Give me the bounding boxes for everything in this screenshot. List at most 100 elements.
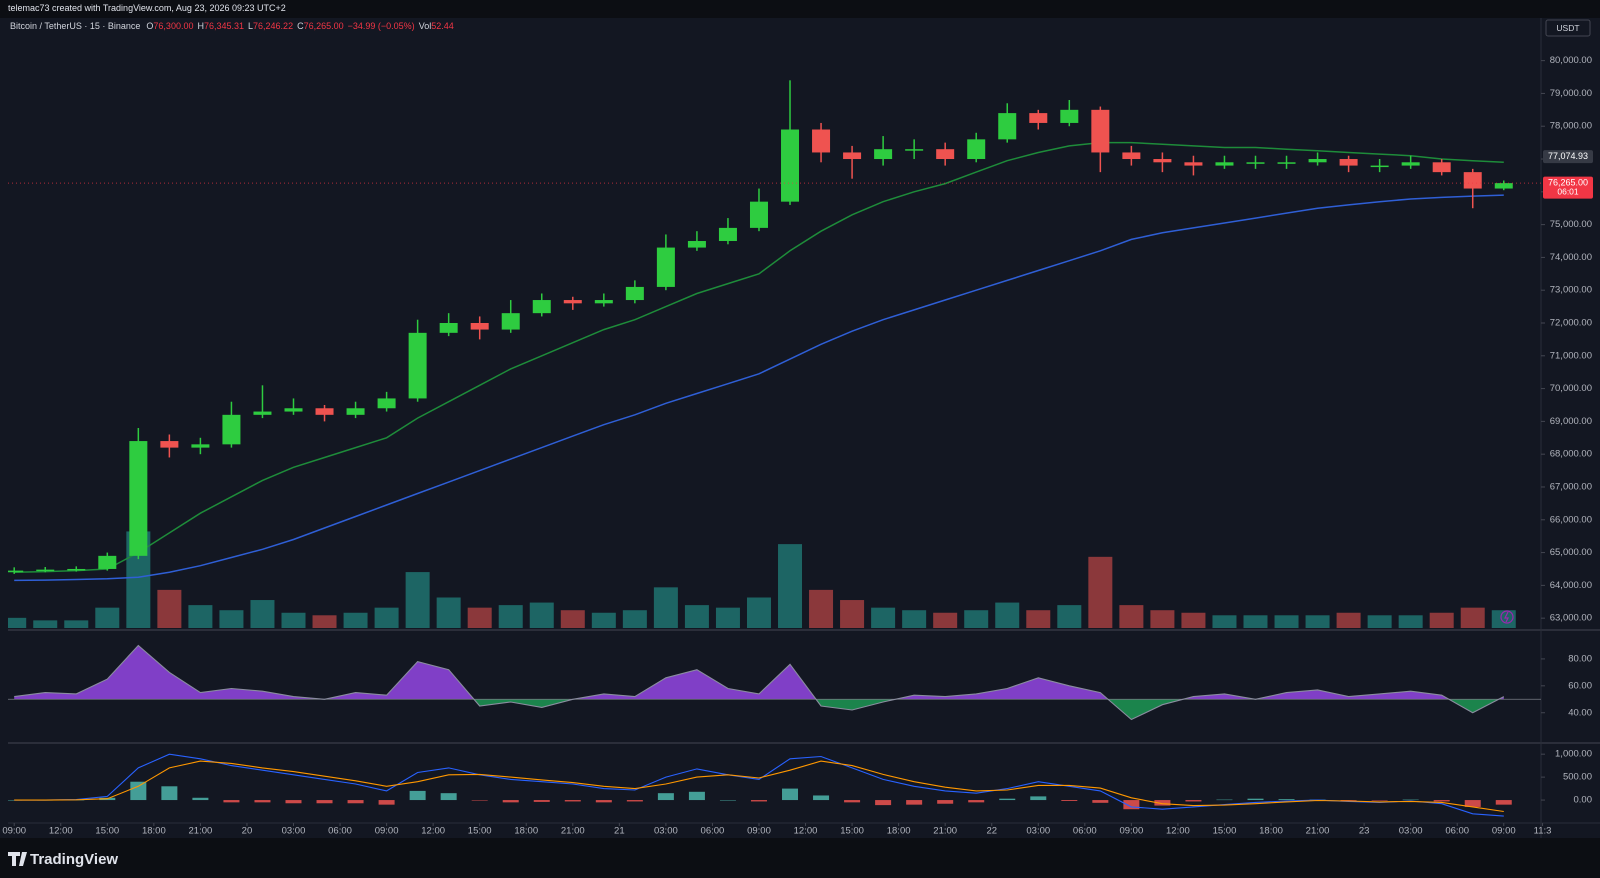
volume-bar [33, 620, 58, 628]
y-tick-label: 64,000.00 [1550, 580, 1592, 591]
volume-bar [902, 610, 927, 628]
candle-body [625, 286, 644, 301]
y-tick-label: 79,000.00 [1550, 88, 1592, 99]
histogram-bar [1371, 800, 1388, 801]
x-tick-label: 21 [614, 826, 625, 837]
x-tick-label: 21:00 [933, 826, 957, 837]
volume-key: Vol [418, 21, 432, 31]
histogram-bar [285, 800, 302, 804]
histogram-bar [999, 798, 1016, 801]
histogram-bar [595, 800, 612, 803]
x-tick-label: 06:00 [1073, 826, 1097, 837]
volume-bar [312, 615, 337, 628]
macd-pane [8, 753, 1512, 817]
volume-bar [250, 600, 275, 628]
volume-bar [840, 600, 865, 628]
candle-body [1432, 162, 1451, 173]
candle-body [98, 555, 117, 569]
histogram-bar [750, 800, 767, 802]
x-tick-label: 21:00 [189, 826, 213, 837]
y-tick-label: 70,000.00 [1550, 383, 1592, 394]
x-tick-label: 09:00 [1492, 826, 1516, 837]
credit: telemac73 created with TradingView.com, … [8, 3, 286, 13]
oscillator-line [14, 644, 1505, 721]
histogram-bar [223, 800, 240, 803]
x-tick-label: 09:00 [375, 826, 399, 837]
histogram-bar [130, 781, 147, 801]
histogram-bar [844, 800, 861, 803]
x-tick-label: 06:00 [701, 826, 725, 837]
header-bar [0, 0, 1600, 18]
logo: TradingView [30, 851, 119, 868]
volume-bar [281, 612, 306, 628]
price-label: 77,074.93 [1548, 151, 1588, 161]
candle-body [594, 300, 613, 304]
volume-value: 52.44 [431, 21, 454, 31]
volume-bar [809, 589, 834, 628]
candle-body [67, 568, 86, 571]
oscillator-pane [8, 644, 1541, 721]
change: −34.99 (−0.05%) [347, 21, 415, 31]
y-tick-label: 73,000.00 [1550, 285, 1592, 296]
alert-icon[interactable] [1500, 610, 1514, 624]
x-tick-label: 12:00 [49, 826, 73, 837]
candle-body [8, 570, 24, 573]
candle-body [253, 411, 272, 415]
histogram-bar [1402, 799, 1419, 801]
volume-bar [64, 620, 89, 628]
x-tick-label: 06:00 [1445, 826, 1469, 837]
candle-body [408, 332, 427, 399]
histogram-bar [968, 800, 985, 803]
area-above [14, 645, 1504, 700]
histogram-bar [533, 800, 550, 802]
candle-body [967, 139, 986, 160]
x-tick-label: 18:00 [887, 826, 911, 837]
histogram-bar [782, 788, 799, 801]
histogram-bar [378, 800, 395, 805]
volume-bar [1336, 612, 1361, 628]
volume-bar [778, 544, 803, 628]
candle-body [843, 152, 862, 160]
y-tick-label: 65,000.00 [1550, 547, 1592, 558]
volume-bar [529, 602, 554, 628]
x-tick-label: 03:00 [282, 826, 306, 837]
candle-body [656, 247, 675, 287]
x-tick-label: 09:00 [1119, 826, 1143, 837]
candle-body [1246, 162, 1265, 164]
volume-bar [1274, 615, 1299, 628]
candle-body [1401, 162, 1420, 166]
y-tick-label: 40.00 [1568, 707, 1592, 718]
candle-body [284, 408, 303, 412]
candle-body [315, 408, 334, 415]
x-tick-label: 21:00 [561, 826, 585, 837]
histogram-bar [813, 795, 830, 801]
candle-body [687, 241, 706, 248]
x-tick-label: 09:00 [2, 826, 26, 837]
volume-bar [964, 610, 989, 628]
histogram-bar [161, 786, 178, 801]
candle-body [718, 227, 737, 242]
x-tick-label: 15:00 [95, 826, 119, 837]
ohlc-key: L [248, 21, 254, 31]
x-tick-label: 03:00 [654, 826, 678, 837]
price-label-box [1543, 150, 1593, 164]
x-tick-label: 15:00 [840, 826, 864, 837]
volume-bar [1243, 615, 1268, 628]
volume-bar [871, 607, 896, 628]
y-tick-label: 80,000.00 [1550, 55, 1592, 66]
histogram-bar [1247, 798, 1264, 801]
price-label: 76,265.00 [1548, 178, 1588, 188]
candle-body [1153, 159, 1172, 163]
ohlc-key: O [146, 21, 154, 31]
volume-bar [188, 605, 213, 628]
y-tick-label: 69,000.00 [1550, 416, 1592, 427]
x-tick-label: 11:3 [1534, 826, 1552, 837]
histogram-bar [1216, 799, 1233, 801]
indicator-line [14, 760, 1504, 813]
candle-body [563, 300, 582, 304]
y-tick-label: 66,000.00 [1550, 514, 1592, 525]
ohlc-key: H [197, 21, 204, 31]
histogram-bar [1061, 800, 1078, 801]
y-tick-label: 500.00 [1563, 772, 1592, 783]
